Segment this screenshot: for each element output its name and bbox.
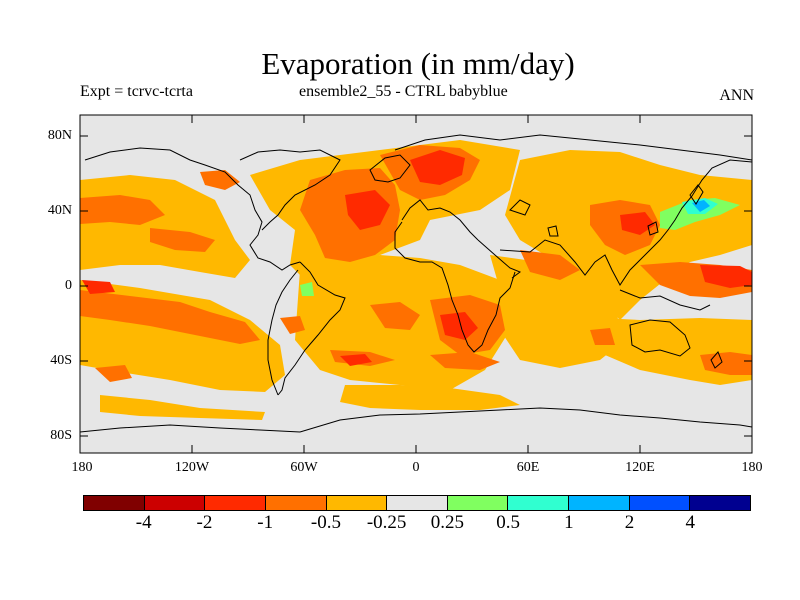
colorbar-label: 4 (685, 512, 696, 533)
x-tick-label: 60E (516, 460, 540, 475)
x-tick-label: 180 (71, 460, 93, 475)
red-fill-regions (82, 150, 752, 366)
colorbar-swatch (326, 496, 388, 510)
colorbar-swatch (84, 496, 145, 510)
axis-ticks (80, 115, 752, 453)
x-tick-label: 0 (412, 460, 420, 475)
colorbar-label: -2 (196, 512, 213, 533)
positive-fill-regions (300, 198, 740, 296)
colorbar-swatch (690, 496, 751, 510)
colorbar-swatch (629, 496, 691, 510)
colorbar-swatch (205, 496, 266, 510)
y-tick-label: 80S (50, 428, 72, 443)
coastlines (80, 134, 752, 433)
colorbar-swatch (569, 496, 630, 510)
y-tick-label: 80N (47, 128, 72, 143)
colorbar-label: 0.5 (496, 512, 520, 533)
colorbar-label: -0.5 (310, 512, 341, 533)
colorbar-label: -0.25 (366, 512, 407, 533)
colorbar-swatch (144, 496, 206, 510)
ensemble-label: ensemble2_55 - CTRL babyblue (299, 83, 508, 100)
x-tick-label: 120E (625, 460, 655, 475)
x-tick-label: 60W (290, 460, 318, 475)
y-tick-label: 40S (50, 353, 72, 368)
x-tick-label: 120W (174, 460, 210, 475)
colorbar-label: 2 (624, 512, 635, 533)
colorbar-label: 1 (564, 512, 574, 533)
plot-title: Evaporation (in mm/day) (261, 46, 575, 81)
colorbar-label: -4 (135, 512, 152, 533)
colorbar (83, 495, 751, 511)
colorbar-swatch (508, 496, 570, 510)
colorbar-label: 0.25 (430, 512, 464, 533)
x-tick-label: 180 (741, 460, 763, 475)
colorbar-swatch (447, 496, 509, 510)
experiment-label: Expt = tcrvc-tcrta (80, 83, 193, 100)
colorbar-label: -1 (257, 512, 274, 533)
season-label: ANN (719, 87, 754, 104)
colorbar-swatch (265, 496, 327, 510)
colorbar-swatch (387, 496, 448, 510)
y-tick-label: 0 (65, 278, 72, 293)
y-tick-label: 40N (47, 203, 72, 218)
